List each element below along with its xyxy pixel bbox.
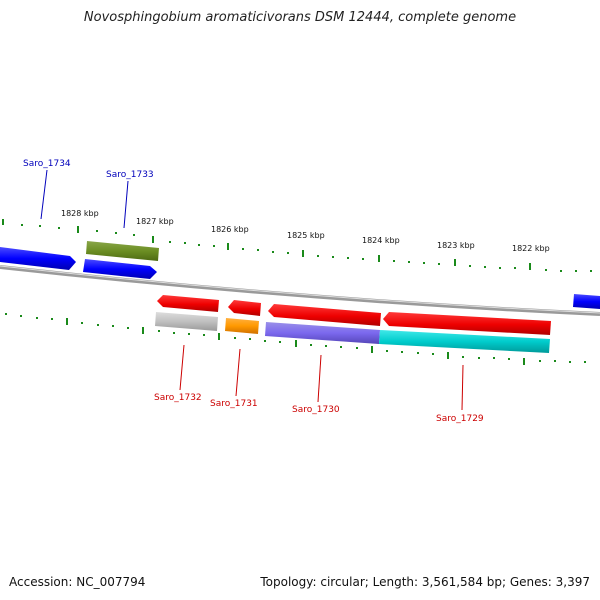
gene-saro-1733-arrow[interactable] bbox=[83, 259, 157, 279]
scale-labels: 1828 kbp 1827 kbp 1826 kbp 1825 kbp 1824… bbox=[61, 209, 550, 253]
gene-label-saro-1732[interactable]: Saro_1732 bbox=[154, 393, 202, 403]
gene-saro-1730-purple-block[interactable] bbox=[265, 322, 380, 344]
leader-line bbox=[235, 348, 241, 397]
upper-tick-row bbox=[2, 219, 592, 272]
map-title: Novosphingobium aromaticivorans DSM 1244… bbox=[83, 10, 517, 25]
gene-saro-1731-arrow[interactable] bbox=[228, 300, 261, 316]
scale-label: 1823 kbp bbox=[437, 241, 475, 250]
leader-line bbox=[123, 180, 129, 229]
gene-saro-1734-arrow[interactable] bbox=[0, 247, 76, 270]
gene-label-saro-1729[interactable]: Saro_1729 bbox=[436, 414, 484, 424]
gene-saro-1732-arrow[interactable] bbox=[157, 295, 219, 312]
gene-label-saro-1733[interactable]: Saro_1733 bbox=[106, 170, 154, 180]
genome-backbone bbox=[0, 265, 600, 316]
gene-right-edge-block[interactable] bbox=[573, 294, 600, 309]
gene-saro-1729-arrow[interactable] bbox=[383, 312, 551, 335]
upper-strand-genes bbox=[0, 241, 600, 309]
leader-line bbox=[179, 344, 185, 391]
genome-backbone-highlight bbox=[0, 265, 600, 314]
leader-line bbox=[317, 354, 322, 403]
lower-strand-genes bbox=[155, 295, 551, 353]
gene-saro-1731-orange-block[interactable] bbox=[225, 318, 259, 334]
upper-gene-labels: Saro_1734 Saro_1733 bbox=[23, 159, 154, 229]
gene-label-saro-1730[interactable]: Saro_1730 bbox=[292, 405, 340, 415]
scale-label: 1828 kbp bbox=[61, 209, 99, 218]
accession-text: Accession: NC_007794 bbox=[9, 575, 146, 589]
gene-label-saro-1731[interactable]: Saro_1731 bbox=[210, 399, 258, 409]
leader-line bbox=[40, 169, 48, 220]
gene-saro-1732-gray-block[interactable] bbox=[155, 312, 218, 331]
scale-label: 1826 kbp bbox=[211, 225, 249, 234]
lower-tick-row bbox=[5, 313, 586, 365]
genome-summary-text: Topology: circular; Length: 3,561,584 bp… bbox=[260, 575, 590, 589]
gene-saro-1733-olive-block[interactable] bbox=[86, 241, 159, 261]
scale-label: 1827 kbp bbox=[136, 217, 174, 226]
scale-label: 1822 kbp bbox=[512, 244, 550, 253]
lower-gene-labels: Saro_1732 Saro_1731 Saro_1730 Saro_1729 bbox=[154, 344, 484, 424]
scale-label: 1825 kbp bbox=[287, 231, 325, 240]
gene-label-saro-1734[interactable]: Saro_1734 bbox=[23, 159, 71, 169]
leader-line bbox=[461, 364, 464, 411]
gene-saro-1729-cyan-block[interactable] bbox=[379, 330, 550, 353]
scale-label: 1824 kbp bbox=[362, 236, 400, 245]
gene-saro-1730-arrow[interactable] bbox=[268, 304, 381, 326]
